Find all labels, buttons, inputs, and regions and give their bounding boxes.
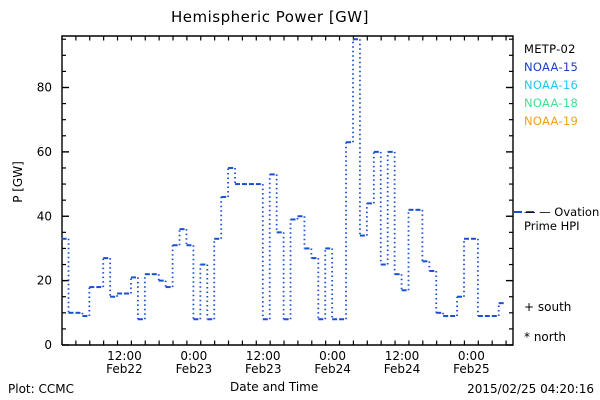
ovation-legend-line2: Prime HPI — [524, 219, 580, 233]
ovation-legend-dash-1 — [514, 211, 522, 213]
x-tick-label: 12:00 Feb22 — [84, 350, 164, 376]
satellite-legend: METP-02 NOAA-15 NOAA-16 NOAA-18 NOAA-19 — [524, 40, 578, 130]
x-tick-time: 12:00 — [384, 349, 420, 363]
x-tick-label: 0:00 Feb25 — [431, 350, 511, 376]
legend-marker-south: + south — [524, 300, 572, 314]
ovation-legend: — — Ovation Prime HPI — [524, 205, 599, 233]
legend-entry-noaa-18: NOAA-18 — [524, 96, 579, 110]
x-tick-label: 0:00 Feb24 — [293, 350, 373, 376]
x-tick-time: 0:00 — [457, 349, 485, 363]
legend-marker-north: * north — [524, 330, 567, 344]
legend-entry-noaa-16: NOAA-16 — [524, 78, 579, 92]
x-tick-label: 12:00 Feb23 — [223, 350, 303, 376]
y-tick-label: 0 — [44, 338, 52, 352]
x-tick-time: 0:00 — [319, 349, 347, 363]
x-tick-label: 12:00 Feb24 — [362, 350, 442, 376]
legend-entry-metp-02: METP-02 — [524, 42, 576, 56]
x-tick-date: Feb24 — [383, 362, 421, 376]
x-tick-date: Feb23 — [244, 362, 282, 376]
legend-entry-noaa-15: NOAA-15 — [524, 60, 579, 74]
ovation-legend-dash-2 — [526, 211, 534, 213]
x-tick-time: 0:00 — [180, 349, 208, 363]
x-tick-label: 0:00 Feb23 — [154, 350, 234, 376]
y-tick-label: 80 — [37, 81, 52, 95]
x-tick-time: 12:00 — [107, 349, 142, 363]
ovation-legend-line1: — — Ovation — [524, 205, 600, 219]
plot-frame — [61, 35, 514, 346]
chart-title: Hemispheric Power [GW] — [171, 8, 369, 26]
legend-entry-noaa-19: NOAA-19 — [524, 114, 579, 128]
y-tick-label: 20 — [37, 274, 52, 288]
x-tick-date: Feb23 — [175, 362, 213, 376]
plot-credit: Plot: CCMC — [8, 382, 74, 396]
x-tick-date: Feb25 — [453, 362, 490, 376]
plot-timestamp: 2015/02/25 04:20:16 — [467, 382, 594, 396]
y-tick-label: 40 — [37, 209, 52, 223]
x-tick-time: 12:00 — [245, 349, 281, 363]
x-tick-date: Feb22 — [106, 362, 143, 376]
x-tick-date: Feb24 — [314, 362, 351, 376]
y-tick-label: 60 — [37, 145, 52, 159]
x-axis-label: Date and Time — [230, 380, 319, 394]
